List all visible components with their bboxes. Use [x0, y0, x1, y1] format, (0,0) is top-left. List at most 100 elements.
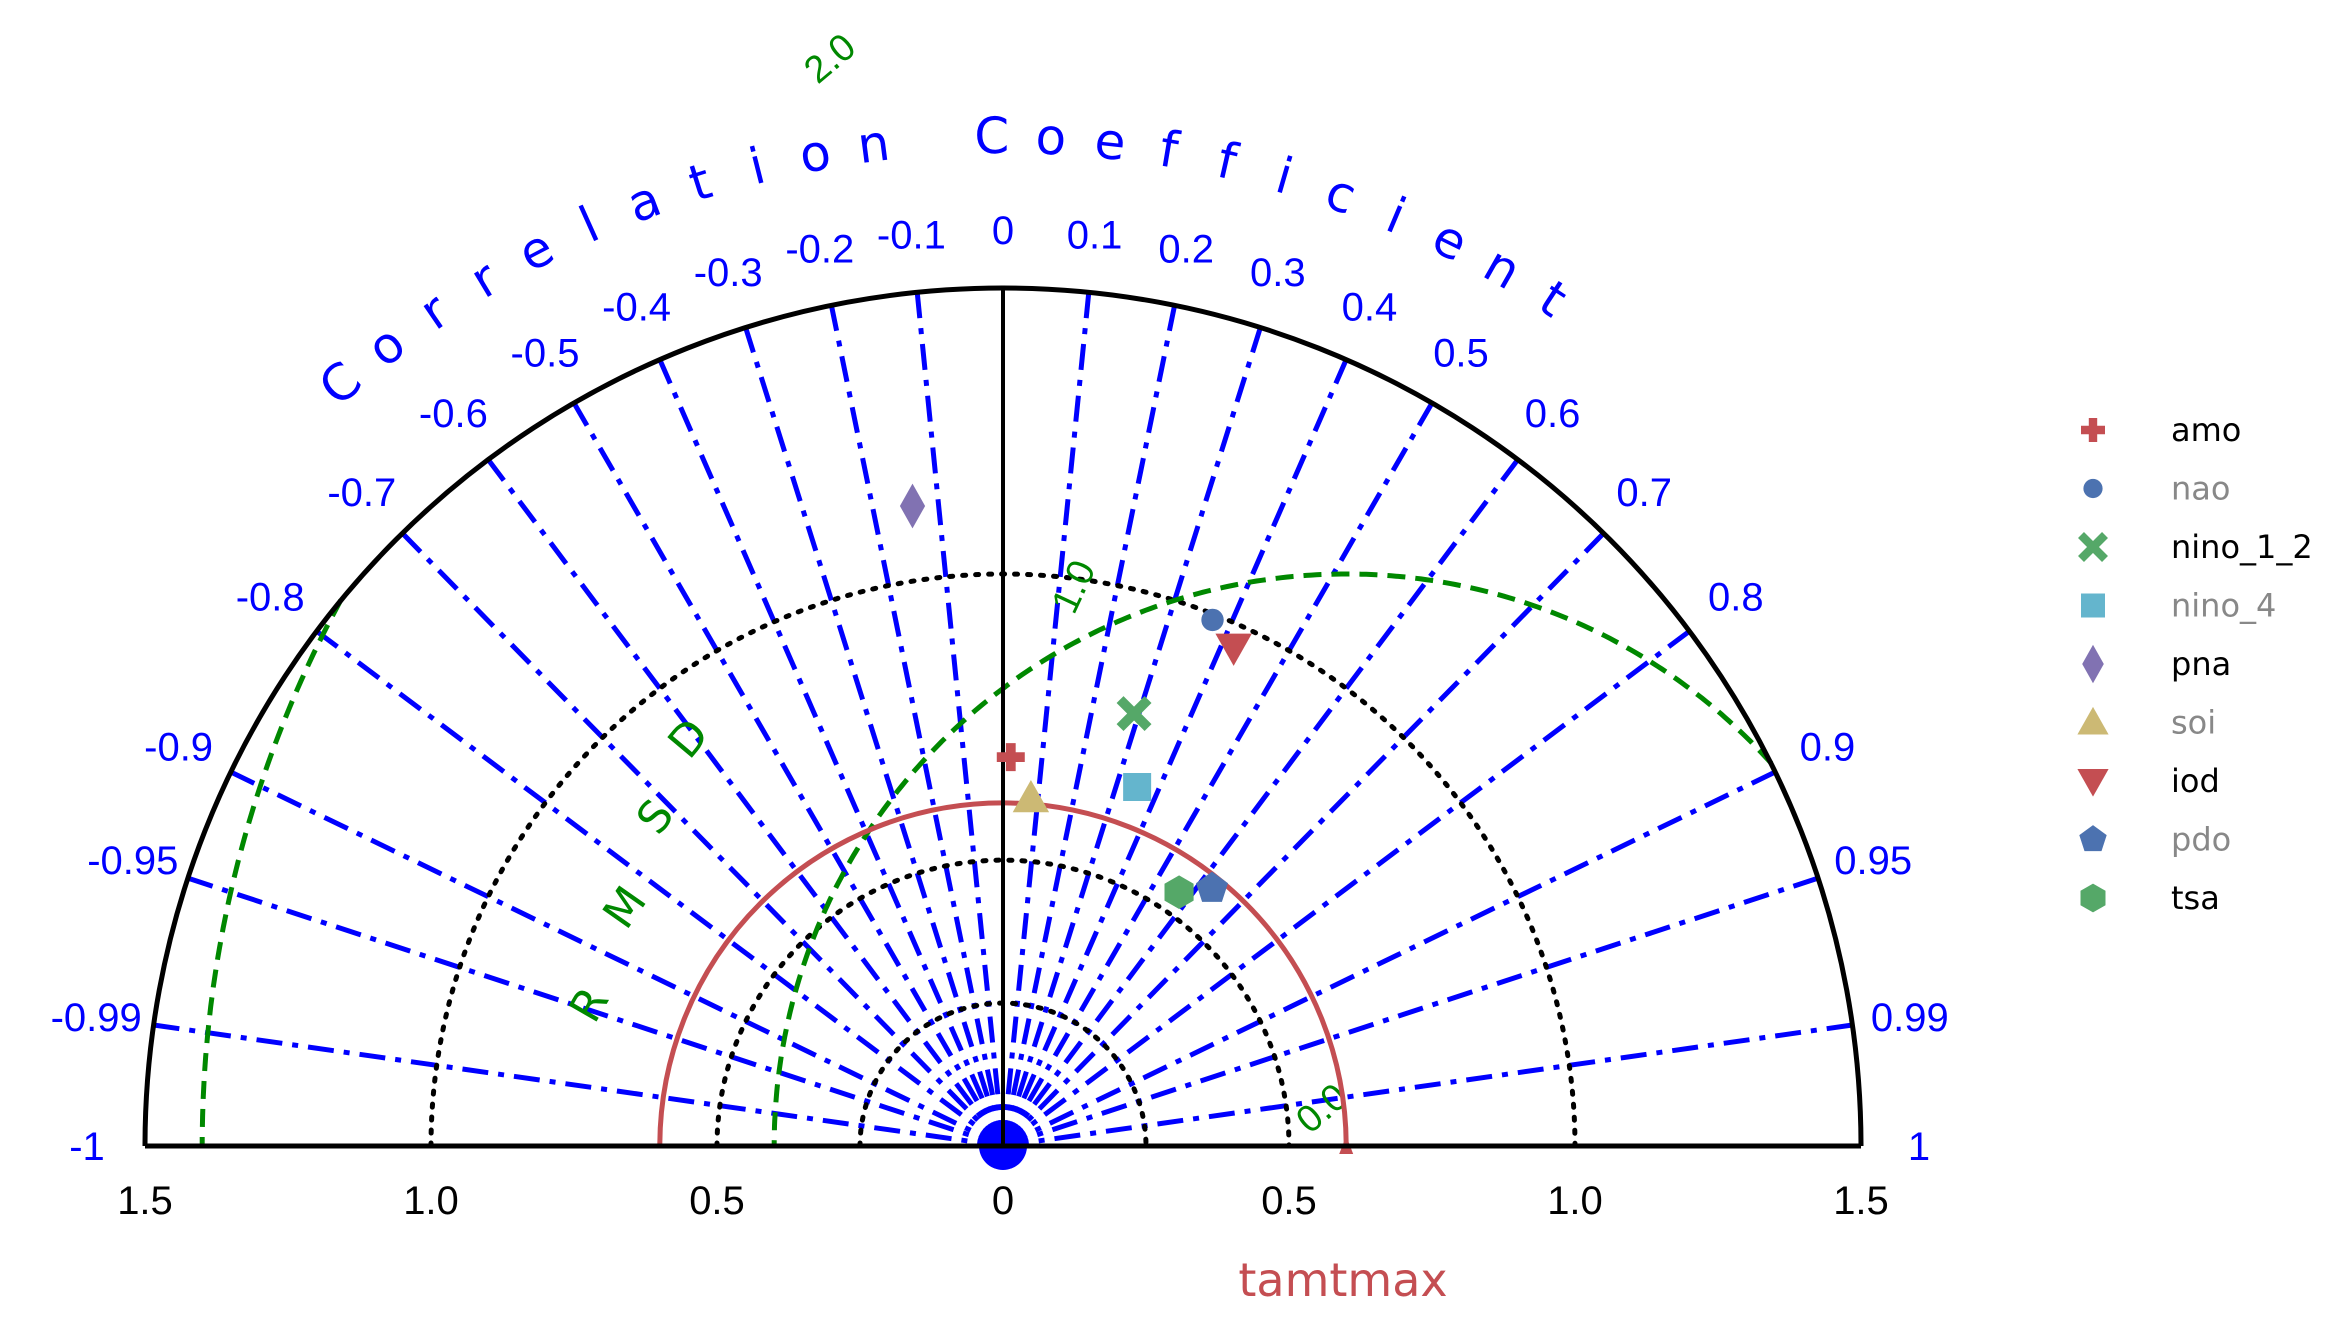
rmsd-label-char: M — [593, 878, 657, 938]
corr-tick-label: -0.9 — [144, 726, 213, 770]
corr-tick-label: 0.99 — [1871, 996, 1949, 1040]
rmsd-contour-1.0 — [771, 571, 1774, 1146]
corr-tick-label: 0.3 — [1250, 251, 1306, 295]
title-char: r — [460, 249, 508, 310]
corr-line--0.5 — [571, 401, 1006, 1148]
legend-marker-pna — [2082, 644, 2104, 684]
legend-label-amo: amo — [2171, 411, 2241, 449]
corr-line--0.6 — [486, 458, 1006, 1148]
corr-tick-label: -0.8 — [236, 575, 305, 619]
corr-line--0.95 — [187, 875, 1004, 1149]
x-axis-label: tamtmax — [1238, 1253, 1447, 1307]
legend-marker-iod — [2077, 769, 2109, 797]
corr-tick-label: -0.5 — [511, 332, 580, 376]
legend-label-tsa: tsa — [2171, 879, 2220, 917]
legend-marker-nino_1_2 — [2078, 532, 2108, 562]
title-char: r — [409, 281, 459, 341]
title-char: e — [1092, 111, 1129, 172]
legend-label-nino_4: nino_4 — [2171, 587, 2276, 625]
legend-label-pna: pna — [2171, 645, 2231, 683]
corr-line-0.3 — [1000, 326, 1263, 1147]
reference-arc — [657, 800, 1354, 1154]
data-point-pdo — [1196, 871, 1228, 902]
legend-marker-nao — [2083, 478, 2103, 499]
std-tick-label: 0 — [992, 1179, 1014, 1223]
title-char: o — [795, 122, 836, 185]
corr-line--0.8 — [315, 629, 1005, 1149]
std-tick-labels: 1.5 1.0 0.5 0 0.5 1.0 1.5 — [117, 1179, 1889, 1223]
legend-marker-tsa — [2080, 883, 2106, 913]
corr-tick-label: 1 — [1908, 1125, 1930, 1169]
rmsd-label-char: R — [560, 979, 619, 1031]
corr-tick-label: -0.2 — [785, 228, 854, 272]
corr-tick-label: 0.8 — [1708, 575, 1764, 619]
plot-frame — [142, 285, 1864, 1149]
std-tick-label: 1.0 — [1547, 1179, 1603, 1223]
corr-tick-label: -0.95 — [87, 839, 178, 883]
legend-label-pdo: pdo — [2171, 821, 2231, 859]
corr-tick-label: -0.6 — [419, 392, 488, 436]
std-tick-label: 0.5 — [689, 1179, 745, 1223]
rmsd-contour-2.0 — [199, 598, 344, 1146]
title-char: n — [1474, 235, 1530, 301]
legend-marker-nino_4 — [2081, 593, 2105, 618]
std-tick-label: 1.0 — [403, 1179, 459, 1223]
std-tick-label: 1.5 — [117, 1179, 173, 1223]
title-char: C — [308, 350, 372, 417]
corr-line-0.1 — [1000, 292, 1092, 1147]
title-char: i — [743, 137, 771, 197]
title-char: i — [1378, 186, 1413, 245]
corr-tick-label: -0.99 — [51, 996, 142, 1040]
legend-marker-soi — [2077, 706, 2109, 735]
corr-tick-label: 0.7 — [1616, 471, 1672, 515]
corr-line-0.2 — [1000, 304, 1178, 1147]
title-char: l — [571, 195, 607, 254]
legend-label-iod: iod — [2171, 762, 2220, 800]
corr-line-0.9 — [1001, 769, 1777, 1149]
data-point-nino_4 — [1123, 773, 1152, 802]
std-tick-label: 1.5 — [1833, 1179, 1889, 1223]
corr-tick-label: 0 — [992, 209, 1014, 253]
corr-line-0.8 — [1001, 629, 1691, 1149]
corr-tick-label: 0.5 — [1433, 332, 1489, 376]
title-char: e — [509, 218, 563, 284]
title-char: t — [1529, 269, 1577, 328]
corr-line--0.4 — [657, 358, 1006, 1147]
data-point-nao — [1201, 608, 1224, 632]
corr-tick-label: 0.1 — [1067, 214, 1123, 258]
corr-line--0.1 — [914, 292, 1006, 1147]
corr-tick-label: -0.1 — [877, 214, 946, 258]
rmsd-label-char: S — [627, 790, 684, 843]
corr-line-0.7 — [1001, 531, 1606, 1148]
std-tick-label: 0.5 — [1261, 1179, 1317, 1223]
data-point-tsa — [1164, 875, 1194, 909]
title-char: t — [682, 152, 718, 213]
corr-tick-label: -0.3 — [694, 251, 763, 295]
corr-line--0.7 — [400, 531, 1005, 1148]
title-char: a — [619, 169, 668, 234]
corr-line--0.99 — [153, 1022, 1004, 1149]
data-point-pna — [899, 483, 926, 529]
correlation-tick-labels: -1 -0.99 -0.95 -0.9 -0.8 -0.7 -0.6 -0.5 -0.4 -0.3… — [51, 209, 1949, 1169]
legend-label-nao: nao — [2171, 470, 2230, 508]
rmsd-contour-label-2.0: 2.0 — [797, 26, 864, 92]
title-char: C — [974, 107, 1010, 165]
legend-marker-pdo — [2079, 825, 2107, 852]
corr-tick-label: -1 — [69, 1125, 105, 1169]
title-char: e — [1423, 208, 1476, 274]
data-points — [899, 483, 1252, 909]
std-arc-0.5 — [714, 857, 1292, 1149]
data-point-iod — [1215, 633, 1252, 666]
title-char: c — [1318, 162, 1363, 226]
title-char: i — [1270, 146, 1300, 206]
corr-tick-label: 0.95 — [1834, 839, 1912, 883]
corr-tick-label: 0.2 — [1158, 228, 1214, 272]
title-char: f — [1212, 131, 1243, 192]
corr-line-0.4 — [1000, 358, 1349, 1147]
title-char: o — [1034, 107, 1067, 166]
title-char: o — [356, 314, 416, 379]
corr-tick-label: 0.9 — [1800, 726, 1856, 770]
corr-line--0.3 — [743, 326, 1006, 1147]
